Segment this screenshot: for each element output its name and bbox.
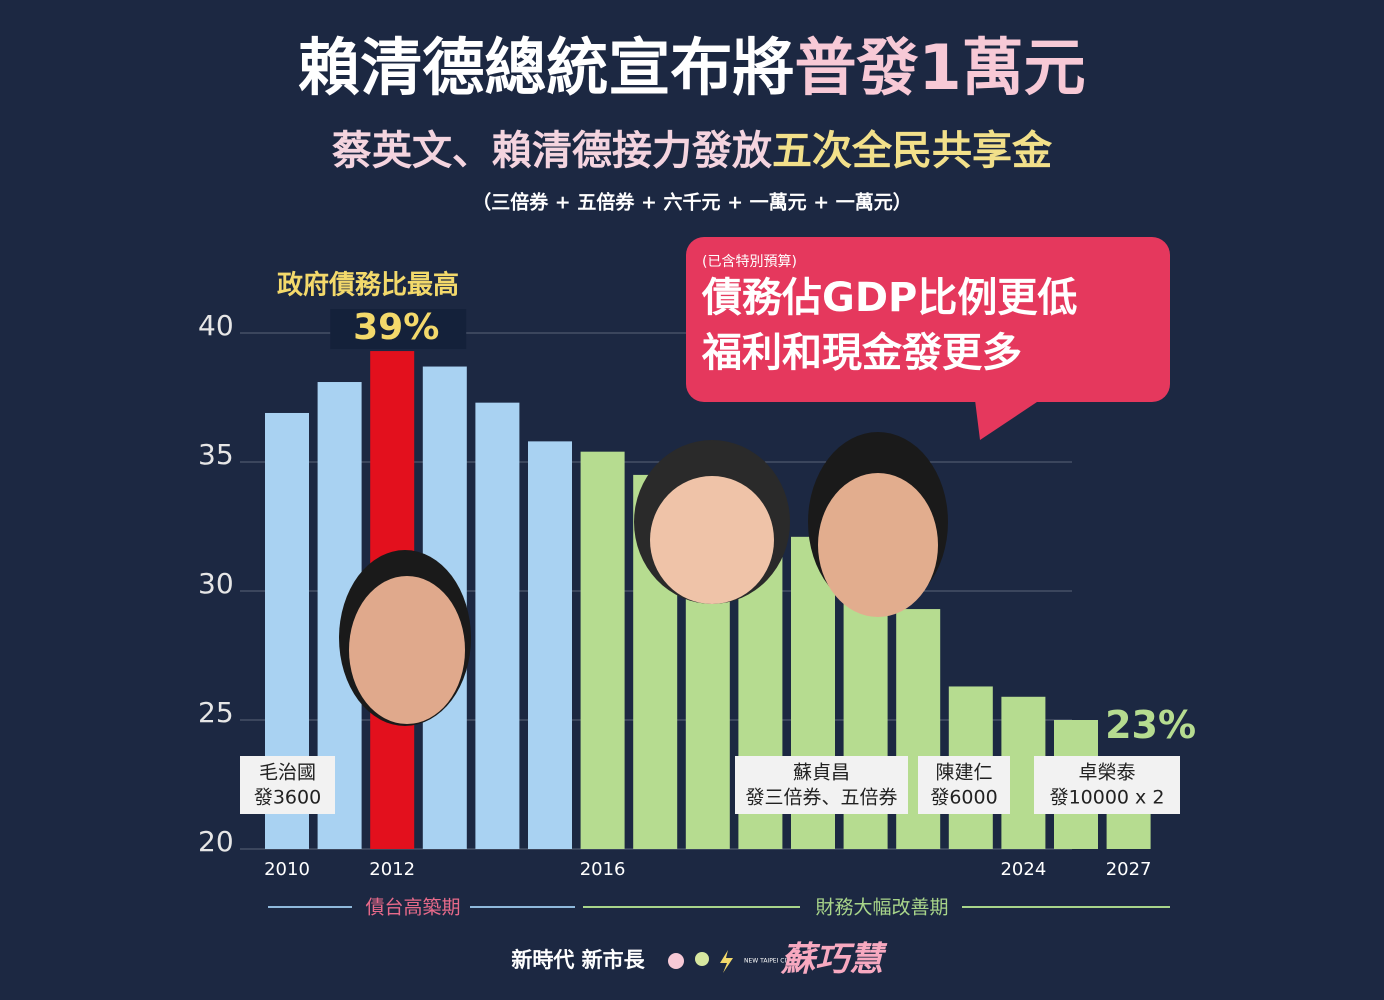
callout-line: 債務佔GDP比例更低 <box>701 275 1077 321</box>
x-tick-label: 2012 <box>369 859 415 880</box>
value-label: 23% <box>1105 703 1196 747</box>
footer-slogan: 新時代 新市長 <box>511 948 645 972</box>
callout-line: 福利和現金發更多 <box>701 330 1022 376</box>
value-label-box <box>330 309 467 350</box>
note: （三倍券 + 五倍券 + 六千元 + 一萬元 + 一萬元） <box>472 191 912 214</box>
premier-name: 陳建仁 <box>935 762 992 784</box>
premier-payout: 發3600 <box>254 787 321 809</box>
callout-box <box>686 237 1170 402</box>
premier-payout: 發三倍券、五倍券 <box>745 787 897 809</box>
premier-payout: 發10000 x 2 <box>1050 787 1165 809</box>
face-ma <box>339 550 471 726</box>
x-tick-label: 2016 <box>580 859 626 880</box>
callout-small: (已含特別預算) <box>702 254 797 270</box>
footer-name: 蘇巧慧 <box>780 940 888 980</box>
face-tsai <box>634 440 790 604</box>
heart-icon <box>668 953 684 969</box>
subtitle: 蔡英文、賴清德接力發放五次全民共享金 <box>332 128 1053 174</box>
y-tick-label: 20 <box>198 825 234 858</box>
premier-name: 卓榮泰 <box>1078 762 1135 784</box>
face-lai <box>808 432 948 617</box>
title-main: 賴清德總統宣布將 <box>298 31 794 104</box>
period-label: 財務大幅改善期 <box>815 897 948 919</box>
premier-box <box>240 756 335 814</box>
y-tick-label: 30 <box>198 567 234 600</box>
premier-box <box>1034 756 1180 814</box>
footer-city: NEW TAIPEI CITY <box>744 958 794 965</box>
premier-box <box>918 756 1010 814</box>
callout-tail <box>975 400 1040 440</box>
x-tick-label: 2024 <box>1000 859 1046 880</box>
period-label: 債台高築期 <box>365 897 460 919</box>
y-tick-label: 35 <box>198 438 234 471</box>
premier-box <box>735 756 908 814</box>
chart-title: 賴清德總統宣布將普發1萬元 <box>298 31 1085 104</box>
title-highlight: 普發1萬元 <box>794 31 1085 104</box>
y-tick-label: 40 <box>198 309 234 342</box>
premier-name: 蘇貞昌 <box>793 762 850 784</box>
y-tick-label: 25 <box>198 696 234 729</box>
subtitle-highlight: 五次全民共享金 <box>772 128 1053 174</box>
bolt-icon <box>720 950 733 973</box>
x-tick-label: 2027 <box>1106 859 1152 880</box>
premier-name: 毛治國 <box>259 762 316 784</box>
peak-annotation: 政府債務比最高 <box>277 270 459 301</box>
bar <box>528 441 572 849</box>
subtitle-main: 蔡英文、賴清德接力發放 <box>332 128 772 174</box>
premier-payout: 發6000 <box>930 787 997 809</box>
x-tick-label: 2010 <box>264 859 310 880</box>
bar <box>580 451 625 849</box>
bulb-icon <box>695 952 709 966</box>
bar <box>475 402 520 849</box>
value-label: 39% <box>353 307 439 348</box>
